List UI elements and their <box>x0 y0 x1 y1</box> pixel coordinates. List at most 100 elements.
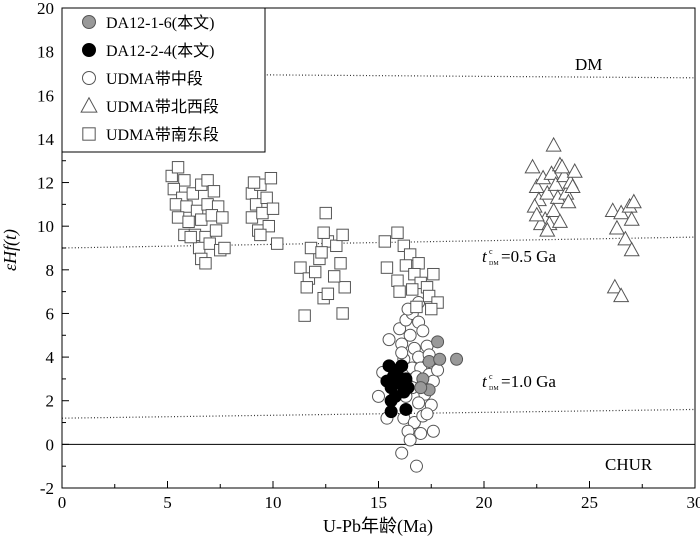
square-point <box>249 198 263 211</box>
square-point <box>218 241 231 255</box>
square-point <box>271 237 284 250</box>
y-tick-label: 0 <box>46 435 55 454</box>
square-point <box>180 200 193 213</box>
y-tick-label: 12 <box>37 174 54 193</box>
square-point <box>327 270 341 283</box>
square-point <box>169 198 183 211</box>
tdm-0.5-sup: c <box>489 247 493 256</box>
square-point <box>201 198 214 211</box>
triangle-point <box>553 158 571 174</box>
tdm-1.0-label: t c DM =1.0 Ga <box>482 372 556 392</box>
triangle-point <box>608 219 626 235</box>
x-axis-title: U-Pb年龄(Ma) <box>323 516 433 537</box>
tdm-1.0-sup: c <box>489 372 493 381</box>
triangle-point <box>613 287 630 303</box>
legend-marker-2 <box>82 71 96 85</box>
square-point <box>422 289 436 303</box>
triangle-point <box>551 213 569 228</box>
legend-marker-0 <box>82 15 96 29</box>
square-point <box>300 281 313 294</box>
square-point <box>186 187 200 200</box>
square-point <box>334 257 347 270</box>
y-tick-label: 2 <box>46 392 55 411</box>
square-point <box>256 206 269 220</box>
square-point <box>412 257 425 270</box>
y-tick-label: 20 <box>37 0 54 18</box>
circle-point <box>403 433 417 447</box>
triangle-point <box>528 206 545 222</box>
series-1 <box>380 359 415 419</box>
square-point <box>199 257 212 270</box>
square-point <box>309 265 322 279</box>
x-tick-label: 25 <box>581 493 598 512</box>
y-tick-label: 4 <box>46 348 55 367</box>
square-point <box>294 261 307 274</box>
circle-point <box>382 333 396 347</box>
triangle-point <box>539 221 556 237</box>
series-0 <box>414 335 464 397</box>
triangle-point <box>545 202 562 218</box>
square-point <box>393 285 406 298</box>
square-point <box>298 309 311 322</box>
triangle-point <box>524 158 541 174</box>
circle-point <box>395 359 409 373</box>
triangle-point <box>625 193 642 209</box>
square-point <box>216 211 229 224</box>
circle-point <box>399 402 413 416</box>
square-point <box>425 302 438 316</box>
legend-marker-3 <box>80 96 98 113</box>
legend-box <box>61 7 266 153</box>
reference-line-1 <box>61 236 696 249</box>
square-point <box>336 307 349 320</box>
legend-label-1: DA12-2-4(本文) <box>106 42 214 60</box>
tdm-0.5-value: =0.5 Ga <box>501 247 556 266</box>
circle-point <box>372 389 385 403</box>
square-point <box>209 224 223 237</box>
reference-line-2 <box>61 408 696 419</box>
square-point <box>182 215 195 229</box>
legend-label-2: UDMA带中段 <box>106 70 203 88</box>
circle-point <box>395 446 409 460</box>
square-point <box>338 281 351 294</box>
triangle-point <box>564 178 581 194</box>
y-axis-title: εHf(t) <box>0 229 21 271</box>
legend-label-4: UDMA带南东段 <box>106 126 219 144</box>
square-point <box>380 261 394 274</box>
x-tick-label: 15 <box>370 493 387 512</box>
triangle-point <box>606 278 623 294</box>
legend-label-0: DA12-1-6(本文) <box>106 14 214 32</box>
circle-point <box>401 381 415 395</box>
square-point <box>184 230 197 244</box>
y-tick-label: 6 <box>46 304 55 323</box>
tdm-1.0-t: t <box>482 372 488 391</box>
triangle-point <box>545 136 562 152</box>
x-tick-label: 30 <box>687 493 700 512</box>
y-tick-label: 14 <box>37 130 55 149</box>
square-point <box>317 226 330 239</box>
y-tick-label: 16 <box>37 86 54 105</box>
reference-lines <box>61 72 696 445</box>
x-tick-label: 0 <box>58 493 67 512</box>
y-tick-label: -2 <box>40 479 54 498</box>
square-point <box>321 287 335 301</box>
square-point <box>245 211 259 224</box>
circle-point <box>384 405 398 419</box>
square-point <box>406 283 419 296</box>
square-point <box>391 274 404 287</box>
legend: DA12-1-6(本文) DA12-2-4(本文) UDMA带中段 UDMA带北西段 U… <box>61 7 266 153</box>
square-point <box>205 209 219 222</box>
circle-point <box>412 396 426 410</box>
square-point <box>319 206 332 220</box>
square-point <box>391 226 404 239</box>
scatter-points <box>165 136 642 473</box>
square-point <box>397 239 411 253</box>
square-point <box>171 161 185 174</box>
square-point <box>330 239 343 253</box>
triangle-point <box>566 163 583 178</box>
y-tick-label: 8 <box>46 261 55 280</box>
circle-point <box>414 426 428 440</box>
triangle-point <box>623 211 640 226</box>
triangle-point <box>623 241 640 257</box>
